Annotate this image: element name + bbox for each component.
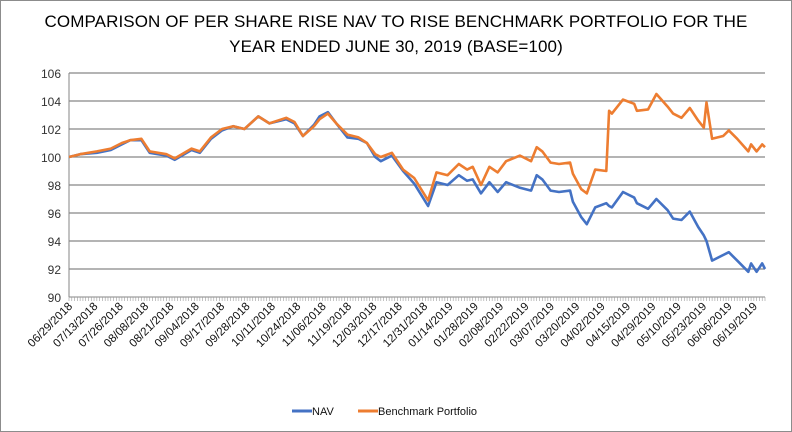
y-tick-label: 92	[48, 263, 62, 277]
chart-title-line-1: COMPARISON OF PER SHARE RISE NAV TO RISE…	[44, 12, 748, 31]
y-tick-label: 102	[41, 123, 61, 137]
legend-label: Benchmark Portfolio	[378, 406, 477, 418]
series-line-nav	[68, 110, 767, 274]
series-line-benchmark-portfolio	[68, 92, 766, 202]
y-tick-label: 104	[41, 95, 61, 109]
y-tick-label: 94	[48, 235, 62, 249]
legend-label: NAV	[312, 406, 334, 418]
y-tick-label: 98	[48, 179, 62, 193]
y-tick-label: 100	[41, 151, 61, 165]
y-tick-label: 90	[48, 291, 62, 305]
y-tick-label: 106	[41, 67, 61, 81]
chart-title-line-2: YEAR ENDED JUNE 30, 2019 (BASE=100)	[229, 37, 563, 56]
y-tick-label: 96	[48, 207, 62, 221]
